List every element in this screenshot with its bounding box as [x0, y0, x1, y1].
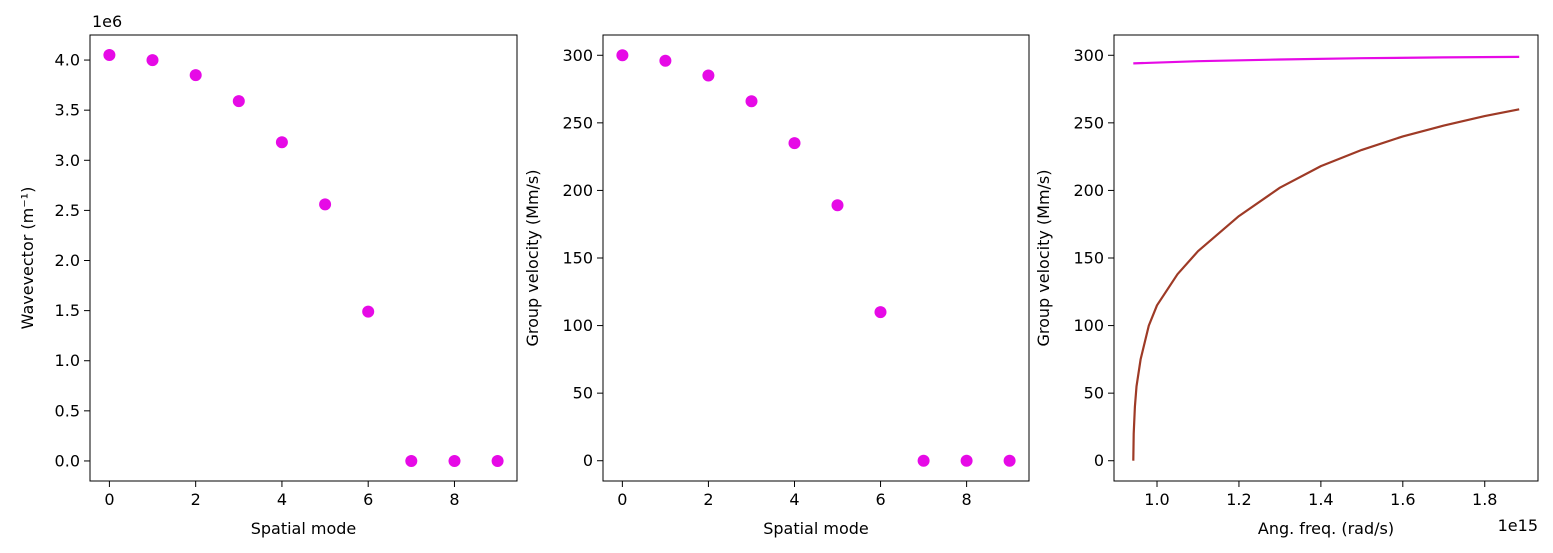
y-tick-label: 200 [1073, 181, 1104, 200]
y-tick-label: 0 [583, 451, 593, 470]
y-tick-label: 200 [562, 181, 593, 200]
x-tick-label: 0 [104, 490, 114, 509]
x-tick-label: 0 [617, 490, 627, 509]
data-point [874, 306, 887, 319]
data-point [103, 49, 116, 61]
y-tick-label: 250 [562, 113, 593, 132]
data-point [405, 455, 418, 467]
y-tick-label: 1.5 [55, 301, 80, 320]
data-point [616, 49, 629, 62]
y-tick-label: 0.5 [55, 401, 80, 420]
y-tick-label: 300 [1073, 46, 1104, 65]
x-tick-label: 1.2 [1226, 490, 1251, 509]
x-axis-label: Ang. freq. (rad/s) [1258, 519, 1394, 538]
data-point [189, 69, 202, 82]
x-tick-label: 8 [962, 490, 972, 509]
plot-frame [602, 34, 1030, 482]
x-tick-label: 6 [875, 490, 885, 509]
x-axis-label: Spatial mode [251, 519, 357, 538]
data-point [232, 95, 245, 108]
y-tick-label: 4.0 [55, 51, 80, 70]
x-tick-label: 8 [449, 490, 459, 509]
x-tick-label: 1.0 [1144, 490, 1169, 509]
data-point [917, 454, 930, 467]
data-point [319, 198, 332, 211]
chart-3: 1.0 1.2 1.4 1.6 1.8 0 50 100 150 200 250 300 Ang. fr… [1034, 34, 1539, 538]
data-point [788, 137, 801, 150]
x-offset-label: 1e15 [1498, 516, 1538, 535]
data-point [491, 455, 504, 467]
y-tick-label: 250 [1073, 113, 1104, 132]
y-tick-label: 3.5 [55, 101, 80, 120]
series-line-1 [1133, 55, 1520, 65]
x-axis-label: Spatial mode [763, 519, 869, 538]
y-tick-label: 0 [1094, 451, 1104, 470]
x-tick-label: 1.8 [1472, 490, 1497, 509]
data-point [831, 199, 844, 212]
data-point [448, 455, 461, 467]
y-axis-label: Group velocity (Mm/s) [1034, 169, 1053, 346]
y-tick-label: 3.0 [55, 151, 80, 170]
y-tick-label: 150 [1073, 249, 1104, 268]
x-tick-label: 6 [363, 490, 373, 509]
y-tick-label: 0.0 [55, 451, 80, 470]
y-tick-label: 300 [562, 46, 593, 65]
y-tick-label: 150 [562, 249, 593, 268]
x-tick-label: 2 [191, 490, 201, 509]
y-tick-label: 2.5 [55, 201, 80, 220]
chart-2: 0 2 4 6 8 0 50 100 150 200 250 300 Spatial mode Group… [523, 34, 1030, 538]
y-tick-label: 50 [1084, 384, 1104, 403]
plot-frame [1113, 34, 1539, 482]
data-point [146, 54, 159, 67]
plot-frame [89, 34, 518, 482]
y-tick-label: 50 [573, 384, 593, 403]
x-tick-label: 2 [703, 490, 713, 509]
x-tick-label: 1.6 [1390, 490, 1415, 509]
y-axis-label: Group velocity (Mm/s) [523, 169, 542, 346]
data-point [702, 69, 715, 82]
series-line-2 [1132, 108, 1520, 461]
y-tick-label: 1.0 [55, 351, 80, 370]
x-tick-label: 4 [789, 490, 799, 509]
y-tick-label: 100 [1073, 316, 1104, 335]
data-point [275, 136, 288, 149]
data-point [362, 305, 375, 318]
y-tick-label: 100 [562, 316, 593, 335]
x-tick-label: 4 [277, 490, 287, 509]
data-point [960, 454, 973, 467]
x-tick-label: 1.4 [1308, 490, 1333, 509]
data-point [745, 95, 758, 108]
data-point [659, 54, 672, 67]
y-axis-label: Wavevector (m⁻¹) [18, 187, 37, 330]
data-point [1003, 454, 1016, 467]
y-offset-label: 1e6 [92, 12, 122, 31]
y-tick-label: 2.0 [55, 251, 80, 270]
chart-1: 0 2 4 6 8 0.0 0.5 1.0 1.5 2.0 2.5 3.0 3.5 4.0 Spatial … [18, 12, 518, 538]
